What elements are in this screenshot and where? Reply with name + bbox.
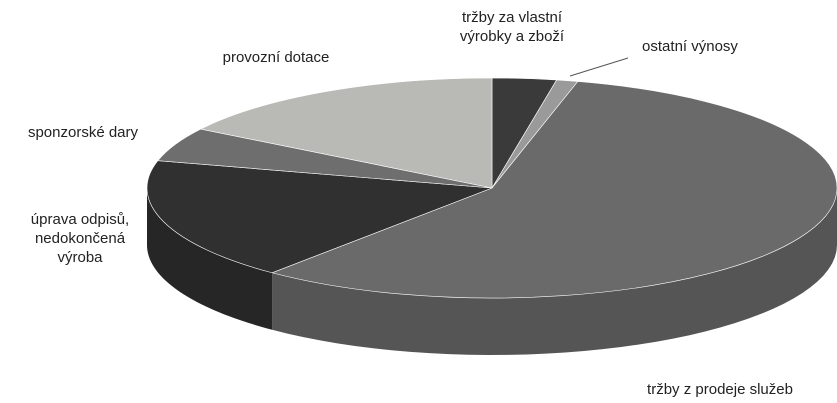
slice [146,160,493,274]
slice [271,81,837,299]
pie [146,77,837,355]
slice-side [272,188,837,355]
slice-label: úprava odpisů, nedokončená výroba [31,211,129,266]
labels: tržby za vlastní výrobky a zboží ostatní v… [28,9,793,398]
slice-label: ostatní výnosy [642,38,738,55]
slice-label: tržby za vlastní výrobky a zboží [460,9,565,45]
slice-label: provozní dotace [223,49,330,66]
slice-label: tržby z prodeje služeb [647,381,793,398]
slice-label: sponzorské dary [28,124,139,141]
leader-line [569,57,629,77]
slice [199,77,493,189]
slice-side [147,188,273,330]
